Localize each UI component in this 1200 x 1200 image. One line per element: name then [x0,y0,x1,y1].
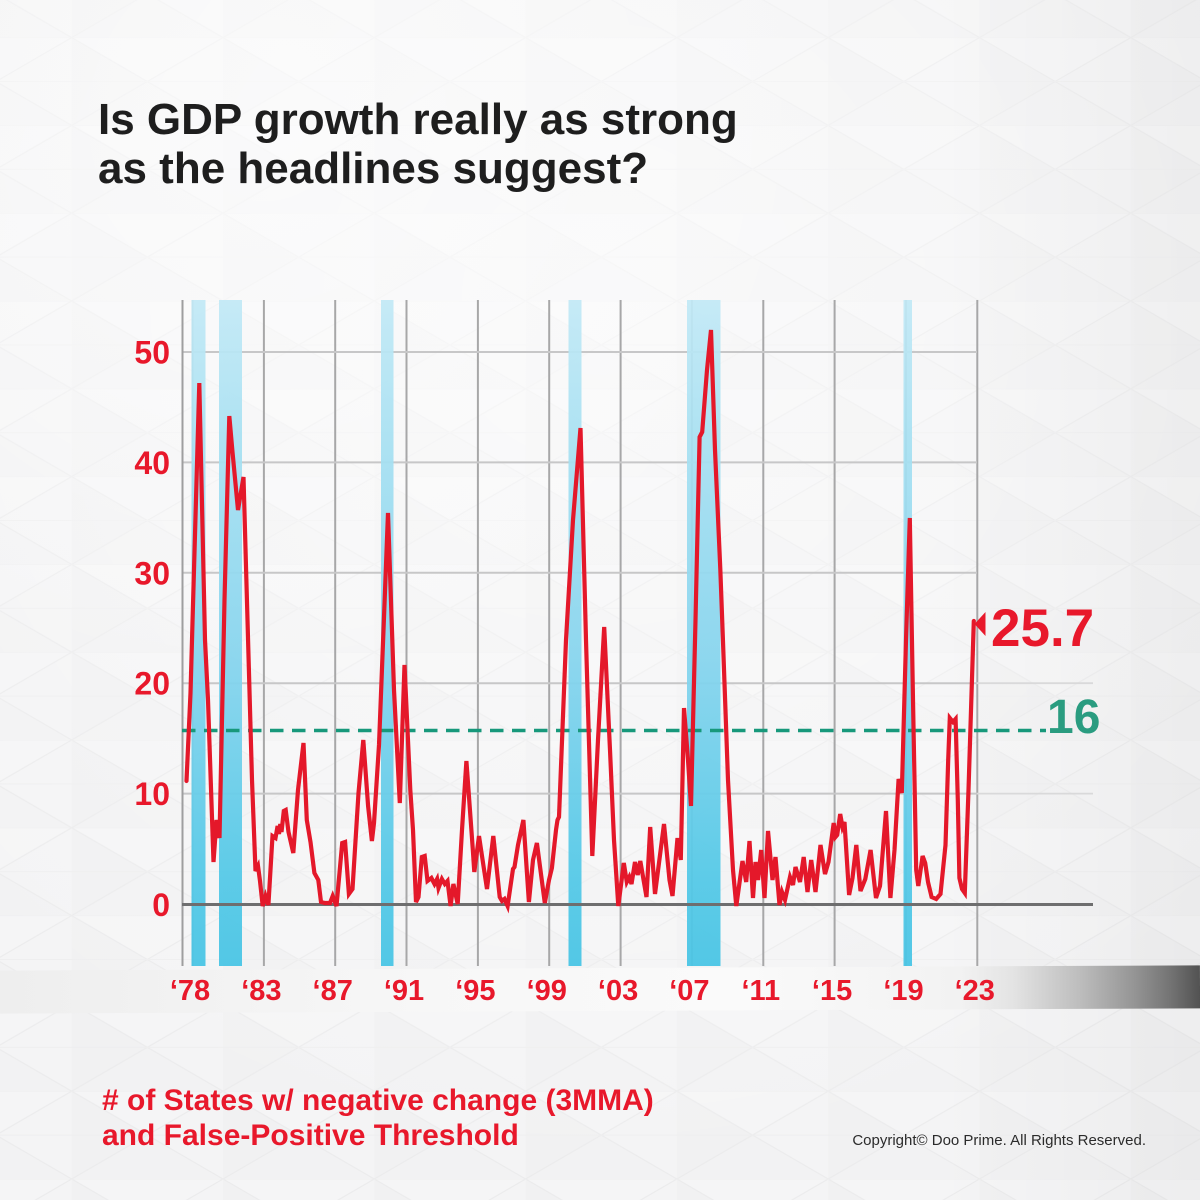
svg-text:as the headlines suggest?: as the headlines suggest? [98,144,648,193]
svg-text:0: 0 [152,887,170,923]
svg-text:16: 16 [1047,691,1100,744]
svg-text:‘15: ‘15 [812,975,852,1007]
svg-text:‘95: ‘95 [455,975,495,1007]
svg-text:Copyright© Doo Prime. All Righ: Copyright© Doo Prime. All Rights Reserve… [852,1132,1146,1149]
svg-text:‘07: ‘07 [669,975,709,1007]
svg-text:‘91: ‘91 [384,975,424,1007]
svg-text:‘03: ‘03 [598,975,638,1007]
svg-text:‘87: ‘87 [313,975,353,1007]
svg-text:‘23: ‘23 [955,975,995,1007]
svg-text:and False-Positive Threshold: and False-Positive Threshold [102,1119,519,1152]
svg-text:40: 40 [134,445,170,481]
svg-text:# of States w/ negative change: # of States w/ negative change (3MMA) [102,1084,654,1117]
svg-text:50: 50 [134,335,170,371]
svg-text:‘78: ‘78 [170,975,210,1007]
svg-text:30: 30 [134,555,170,591]
svg-text:25.7: 25.7 [991,599,1094,658]
svg-text:Is GDP growth really as strong: Is GDP growth really as strong [98,95,738,144]
svg-text:10: 10 [134,776,170,812]
svg-text:‘83: ‘83 [241,975,281,1007]
svg-text:‘19: ‘19 [883,975,923,1007]
svg-text:20: 20 [134,666,170,702]
svg-text:‘11: ‘11 [741,975,780,1007]
svg-text:‘99: ‘99 [527,975,567,1007]
